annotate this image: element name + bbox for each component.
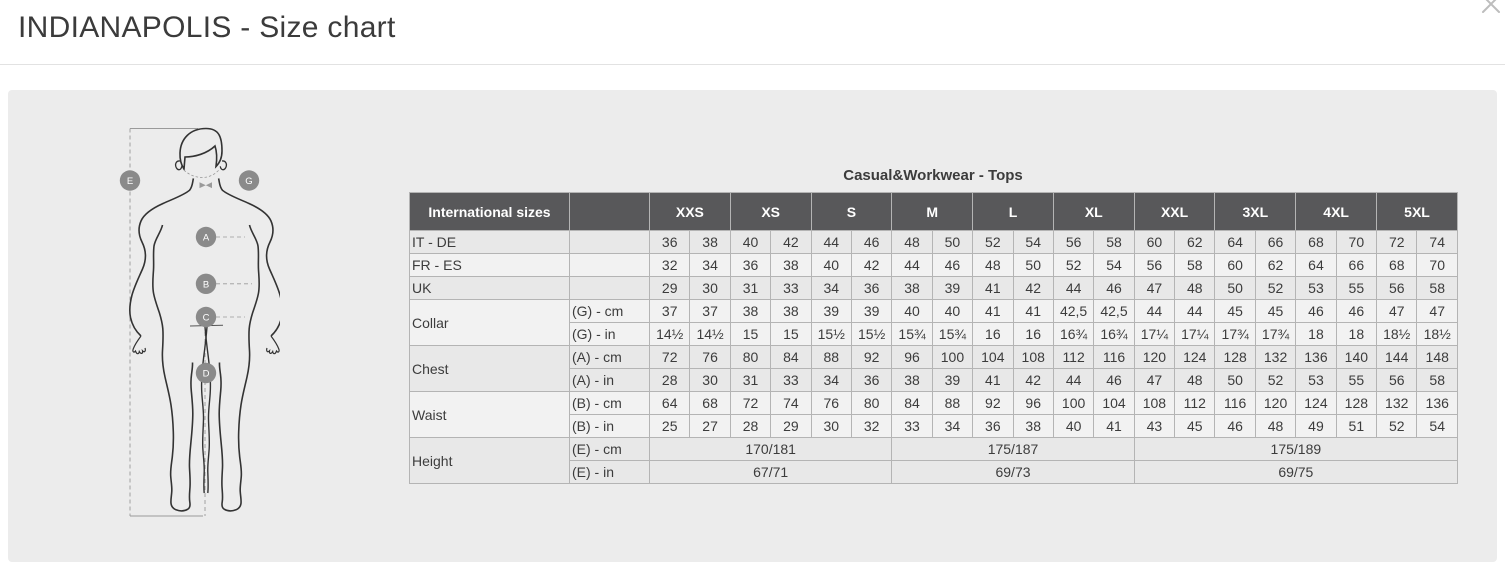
svg-text:E: E	[127, 176, 133, 187]
svg-text:B: B	[203, 279, 209, 290]
svg-text:A: A	[203, 233, 210, 244]
svg-text:C: C	[203, 313, 210, 324]
svg-text:G: G	[245, 176, 252, 187]
svg-text:D: D	[203, 369, 210, 380]
